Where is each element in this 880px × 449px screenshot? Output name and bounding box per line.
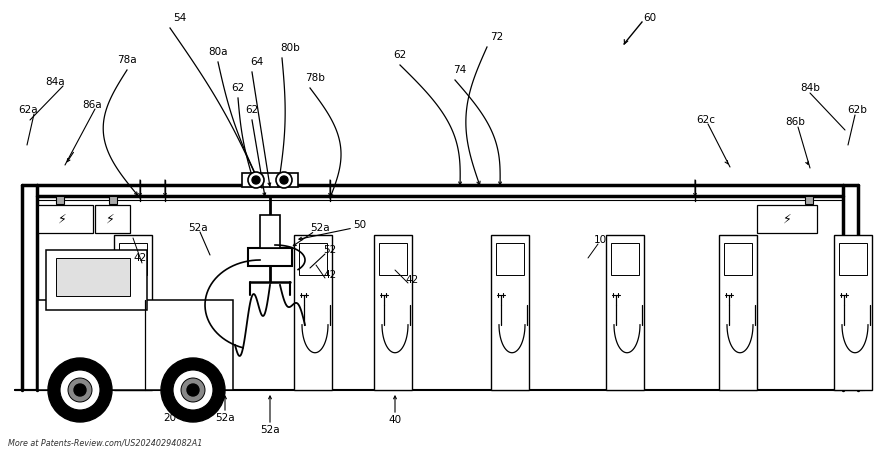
Text: 20: 20	[164, 413, 177, 423]
Text: 52: 52	[323, 245, 337, 255]
Text: 80a: 80a	[209, 47, 228, 57]
Circle shape	[68, 378, 92, 402]
Text: 42: 42	[323, 270, 337, 280]
Bar	[834, 235, 872, 390]
Text: 62: 62	[393, 50, 407, 60]
Circle shape	[74, 384, 86, 396]
Bar	[374, 235, 412, 390]
Text: 62: 62	[246, 105, 259, 115]
Circle shape	[60, 370, 100, 410]
Bar	[56, 196, 64, 204]
Text: 52a: 52a	[188, 223, 208, 233]
Text: 40: 40	[76, 410, 89, 420]
Text: 42: 42	[406, 275, 419, 285]
Text: 64: 64	[251, 57, 264, 67]
Text: 62c: 62c	[696, 115, 715, 125]
Text: 50: 50	[354, 220, 367, 230]
Circle shape	[280, 176, 288, 184]
Bar	[496, 243, 524, 275]
Bar	[46, 250, 148, 310]
Bar	[56, 258, 130, 296]
Bar	[119, 243, 147, 275]
Text: More at Patents-Review.com/US20240294082A1: More at Patents-Review.com/US20240294082…	[8, 439, 202, 448]
Bar	[299, 243, 327, 275]
Bar	[724, 243, 752, 275]
Text: 52a: 52a	[216, 413, 235, 423]
Bar	[491, 235, 529, 390]
Text: 60: 60	[643, 13, 656, 23]
Text: 10: 10	[593, 235, 606, 245]
Text: 62: 62	[231, 83, 245, 93]
Text: 72: 72	[490, 32, 503, 42]
Text: 54: 54	[173, 13, 187, 23]
Text: ⚡: ⚡	[782, 212, 791, 225]
Circle shape	[248, 172, 264, 188]
Bar	[379, 243, 407, 275]
Text: 52a: 52a	[310, 223, 330, 233]
Circle shape	[276, 172, 292, 188]
Circle shape	[48, 358, 112, 422]
Text: ⚡: ⚡	[57, 212, 66, 225]
Bar	[95, 205, 130, 233]
Bar	[294, 235, 332, 390]
Text: 52a: 52a	[260, 425, 280, 435]
Bar	[248, 248, 292, 266]
Text: 86a: 86a	[82, 100, 102, 110]
Text: 80b: 80b	[280, 43, 300, 53]
Bar	[114, 235, 152, 390]
Text: 40: 40	[388, 415, 401, 425]
Text: 74: 74	[453, 65, 466, 75]
Bar	[805, 196, 813, 204]
Circle shape	[181, 378, 205, 402]
Bar	[242, 173, 298, 187]
Bar	[606, 235, 644, 390]
Text: 86b: 86b	[785, 117, 805, 127]
Text: 78b: 78b	[305, 73, 325, 83]
Text: ⚡: ⚡	[106, 212, 114, 225]
Bar	[38, 300, 233, 390]
Text: 78a: 78a	[117, 55, 136, 65]
Bar	[757, 205, 817, 233]
Bar	[719, 235, 757, 390]
Circle shape	[161, 358, 225, 422]
Bar	[109, 196, 117, 204]
Circle shape	[173, 370, 213, 410]
Bar	[611, 243, 639, 275]
Bar	[260, 215, 280, 248]
Text: 62b: 62b	[847, 105, 867, 115]
Text: 62a: 62a	[18, 105, 38, 115]
Bar	[38, 205, 93, 233]
Bar	[839, 243, 867, 275]
Circle shape	[187, 384, 199, 396]
Text: 84b: 84b	[800, 83, 820, 93]
Text: 84a: 84a	[45, 77, 65, 87]
Text: 42: 42	[134, 253, 147, 263]
Circle shape	[252, 176, 260, 184]
